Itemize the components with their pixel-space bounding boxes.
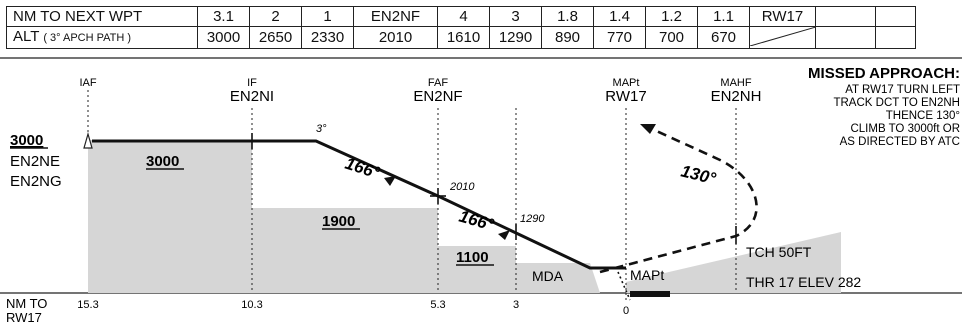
segment-alt-1: 3000 xyxy=(146,153,179,170)
alt-cell: 670 xyxy=(697,26,750,49)
mda-label: MDA xyxy=(532,268,564,284)
msa-shading xyxy=(88,140,600,293)
missed-line-3: THENCE 130° xyxy=(886,110,960,122)
dist-cell: 1.1 xyxy=(697,6,750,27)
faf-name-label: EN2NF xyxy=(413,88,462,105)
map-name-label: RW17 xyxy=(605,88,646,105)
segment-alt-2: 1900 xyxy=(322,213,355,230)
alt-cell-slash xyxy=(749,26,816,49)
if-name-label: EN2NI xyxy=(230,88,274,105)
alt-cell: 890 xyxy=(541,26,594,49)
map-label: MAPt xyxy=(630,267,664,283)
missed-approach-title: MISSED APPROACH: xyxy=(808,65,960,82)
iaf-name-1: EN2NE xyxy=(10,153,60,170)
final-arrow-icon xyxy=(498,230,510,240)
faf-altitude-label: 2010 xyxy=(449,181,475,193)
dist-cell: 1.8 xyxy=(541,6,594,27)
alt-cell xyxy=(875,26,916,49)
alt-label: ALT xyxy=(13,28,40,45)
track-missed-label: 130° xyxy=(679,161,718,188)
waypoint-table: NM TO NEXT WPT 3.1 2 1 EN2NF 4 3 1.8 1.4… xyxy=(6,6,916,49)
map-dotted-descent xyxy=(617,271,631,301)
alt-cell: 3000 xyxy=(197,26,250,49)
track-final-label: 166° xyxy=(457,207,496,235)
track-arrow-icon xyxy=(384,176,396,186)
alt-cell: 2330 xyxy=(301,26,354,49)
iaf-altitude: 3000 xyxy=(10,132,43,149)
alt-cell: 700 xyxy=(645,26,698,49)
alt-cell: 1610 xyxy=(437,26,490,49)
missed-line-1: AT RW17 TURN LEFT xyxy=(845,84,960,96)
dist-cell: 1.2 xyxy=(645,6,698,27)
faf-type-label: FAF xyxy=(428,77,448,89)
map-type-label: MAPt xyxy=(613,77,640,89)
axis-label-line-2: RW17 xyxy=(6,310,42,325)
missed-approach-path xyxy=(599,126,758,274)
axis-tick-label: 5.3 xyxy=(430,299,445,311)
missed-line-2: TRACK DCT TO EN2NH xyxy=(833,97,960,109)
distance-row: NM TO NEXT WPT 3.1 2 1 EN2NF 4 3 1.8 1.4… xyxy=(6,6,916,27)
altitude-row-label: ALT ( 3° APCH PATH ) xyxy=(6,26,198,49)
segment-alt-3: 1100 xyxy=(456,249,489,266)
missed-line-4: CLIMB TO 3000ft OR xyxy=(850,123,960,135)
mahf-type-label: MAHF xyxy=(720,77,751,89)
altitude-row: ALT ( 3° APCH PATH ) 3000 2650 2330 2010… xyxy=(6,26,916,49)
axis-tick-label: 3 xyxy=(513,299,519,311)
runway-bar xyxy=(630,291,670,297)
tch-label: TCH 50FT xyxy=(746,244,812,260)
threshold-elevation-label: THR 17 ELEV 282 xyxy=(746,274,861,290)
runway-terrain-shading xyxy=(626,232,841,293)
alt-cell: 1290 xyxy=(489,26,542,49)
missed-line-5: AS DIRECTED BY ATC xyxy=(840,136,960,148)
alt-sublabel: ( 3° APCH PATH ) xyxy=(43,32,132,44)
iaf-triangle-icon xyxy=(83,131,93,149)
iaf-name-2: EN2NG xyxy=(10,173,62,190)
axis-tick-label: 15.3 xyxy=(77,299,98,311)
mahf-name-label: EN2NH xyxy=(711,88,762,105)
axis-tick-label: 0 xyxy=(623,305,629,317)
diagonal-slash xyxy=(750,27,815,46)
if-type-label: IF xyxy=(247,77,257,89)
glide-angle-label: 3° xyxy=(316,123,327,135)
alt-cell: 2010 xyxy=(353,26,438,49)
track-in-label: 166° xyxy=(343,154,383,183)
axis-tick-label: 10.3 xyxy=(241,299,262,311)
step-altitude-label: 1290 xyxy=(520,213,545,225)
missed-arrow-icon xyxy=(640,124,656,134)
iaf-label: IAF xyxy=(79,77,96,89)
axis-label-line-1: NM TO xyxy=(6,296,47,311)
